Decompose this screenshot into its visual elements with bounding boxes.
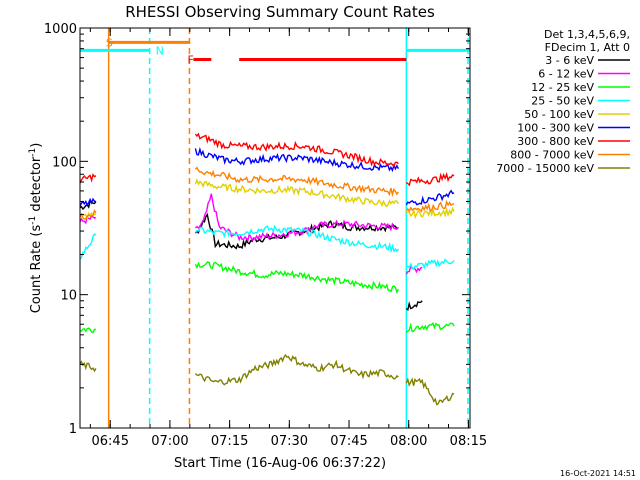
y-axis-label: Count Rate (s-1 detector-1) xyxy=(28,143,44,314)
legend-header-line-2: FDecim 1, Att 0 xyxy=(545,41,630,54)
series-line xyxy=(194,353,399,386)
plot-frame xyxy=(79,27,471,429)
y-axis-ticks: 1 10 100 1000 xyxy=(44,22,470,437)
series-line xyxy=(405,171,455,187)
series-line xyxy=(405,189,455,206)
series-line xyxy=(79,360,97,373)
timestamp: 16-Oct-2021 14:51 xyxy=(560,469,636,478)
series-line xyxy=(405,300,423,312)
series-line xyxy=(79,173,97,184)
y-tick-label: 100 xyxy=(52,155,77,170)
x-tick-label: 07:00 xyxy=(151,434,188,449)
legend-entry: 12 - 25 keV xyxy=(531,81,594,94)
legend-entry: 25 - 50 keV xyxy=(531,95,594,108)
legend-entry: 6 - 12 keV xyxy=(538,68,594,81)
series-1 xyxy=(79,193,423,275)
annotation-n: N xyxy=(156,44,164,57)
annotation-s: S xyxy=(106,36,113,49)
legend-header: Det 1,3,4,5,6,9, FDecim 1, Att 0 xyxy=(544,28,630,54)
series-2 xyxy=(79,261,455,334)
series-line xyxy=(405,199,455,213)
series-line xyxy=(194,146,400,173)
x-axis-label: Start Time (16-Aug-06 06:37:22) xyxy=(174,456,386,471)
legend-entry: 300 - 800 keV xyxy=(517,135,594,148)
series-0 xyxy=(79,199,423,312)
series-line xyxy=(79,199,97,211)
chart-title: RHESSI Observing Summary Count Rates xyxy=(125,3,435,21)
y-tick-label: 1 xyxy=(69,422,77,437)
x-axis-ticks: 06:45 07:00 07:15 07:30 07:45 08:00 08:15 xyxy=(89,28,487,449)
legend-entry: 800 - 7000 keV xyxy=(510,149,594,162)
annotations: S N F xyxy=(106,36,194,66)
series-8 xyxy=(79,353,455,406)
series-line xyxy=(79,327,96,334)
series-line xyxy=(194,178,399,208)
x-tick-label: 07:15 xyxy=(211,434,248,449)
series-line xyxy=(194,212,399,250)
state-bars xyxy=(80,40,470,62)
legend-entry: 50 - 100 keV xyxy=(524,108,594,121)
x-tick-label: 08:00 xyxy=(390,434,427,449)
series-line xyxy=(79,233,97,260)
series-line xyxy=(79,208,97,220)
series-5 xyxy=(79,146,455,207)
x-tick-label: 07:30 xyxy=(271,434,308,449)
series-line xyxy=(194,261,400,295)
series-4 xyxy=(79,178,455,221)
legend-entry: 100 - 300 keV xyxy=(517,122,594,135)
series-line xyxy=(194,132,399,168)
x-tick-label: 06:45 xyxy=(92,434,129,449)
series-line xyxy=(406,258,455,270)
series-layer xyxy=(79,132,455,406)
annotation-f: F xyxy=(187,54,193,67)
series-6 xyxy=(79,132,455,187)
series-line xyxy=(194,224,399,254)
legend-entry: 7000 - 15000 keV xyxy=(496,162,594,175)
x-tick-label: 07:45 xyxy=(330,434,367,449)
series-line xyxy=(405,377,455,406)
legend-header-line-1: Det 1,3,4,5,6,9, xyxy=(544,28,630,41)
vertical-markers xyxy=(107,28,469,428)
x-tick-label: 08:15 xyxy=(450,434,487,449)
series-line xyxy=(194,166,399,198)
y-tick-label: 10 xyxy=(60,289,77,304)
series-line xyxy=(79,197,96,207)
series-7 xyxy=(79,166,455,220)
legend-entry: 3 - 6 keV xyxy=(545,54,594,67)
series-line xyxy=(405,321,455,334)
series-3 xyxy=(79,224,455,270)
y-tick-label: 1000 xyxy=(44,22,77,37)
